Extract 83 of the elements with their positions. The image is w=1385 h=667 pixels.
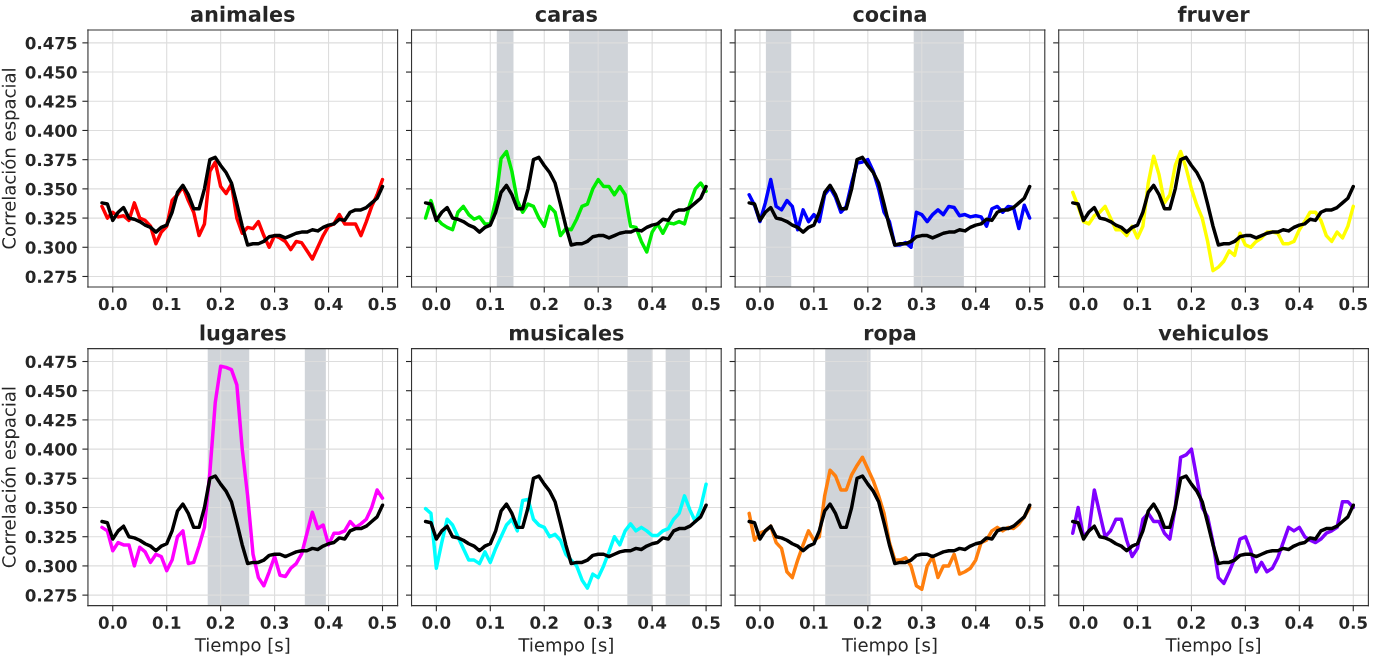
x-tick-label: 0.4 bbox=[961, 297, 990, 311]
x-tick-label: 0.4 bbox=[638, 297, 667, 311]
chart-title: fruver bbox=[1177, 5, 1250, 22]
y-tick-label: 0.425 bbox=[25, 95, 77, 108]
x-tick-label: 0.2 bbox=[530, 616, 558, 629]
x-tick-label: 0.5 bbox=[1015, 616, 1044, 629]
y-tick-label: 0.425 bbox=[25, 413, 77, 427]
x-tick-label: 0.1 bbox=[1123, 297, 1152, 311]
y-tick-label: 0.400 bbox=[25, 443, 77, 456]
x-axis-title: Tiempo [s] bbox=[841, 637, 937, 656]
x-tick-label: 0.5 bbox=[368, 297, 397, 311]
x-tick-label: 0.4 bbox=[314, 616, 343, 629]
y-tick-label: 0.450 bbox=[25, 66, 77, 79]
x-tick-label: 0.2 bbox=[1177, 616, 1205, 629]
x-axis-title: Tiempo [s] bbox=[194, 637, 290, 656]
x-tick-label: 0.4 bbox=[961, 616, 990, 629]
chart-title: ropa bbox=[864, 328, 916, 345]
x-tick-label: 0.1 bbox=[799, 616, 828, 629]
x-tick-label: 0.0 bbox=[98, 297, 127, 311]
x-tick-label: 0.0 bbox=[745, 616, 774, 629]
y-tick-label: 0.375 bbox=[25, 472, 77, 485]
y-tick-label: 0.300 bbox=[25, 559, 77, 573]
x-tick-label: 0.5 bbox=[1015, 297, 1044, 311]
x-tick-label: 0.5 bbox=[692, 297, 720, 311]
chart-title: animales bbox=[190, 5, 295, 22]
y-tick-label: 0.325 bbox=[25, 212, 77, 225]
y-tick-label: 0.350 bbox=[25, 501, 77, 515]
x-tick-label: 0.4 bbox=[638, 616, 667, 629]
x-tick-label: 0.5 bbox=[1339, 297, 1367, 311]
x-axis-title: Tiempo [s] bbox=[1165, 637, 1260, 656]
x-tick-label: 0.2 bbox=[1177, 297, 1205, 311]
y-tick-label: 0.475 bbox=[25, 355, 77, 369]
y-tick-label: 0.475 bbox=[25, 36, 77, 50]
x-tick-label: 0.3 bbox=[260, 297, 289, 311]
x-tick-label: 0.3 bbox=[260, 616, 289, 629]
x-tick-label: 0.2 bbox=[530, 297, 558, 311]
x-tick-label: 0.3 bbox=[584, 297, 612, 311]
x-tick-label: 0.5 bbox=[368, 616, 397, 629]
y-tick-label: 0.375 bbox=[25, 153, 77, 167]
y-tick-label: 0.275 bbox=[25, 589, 77, 602]
x-tick-label: 0.0 bbox=[745, 297, 774, 311]
x-tick-label: 0.2 bbox=[853, 616, 882, 629]
chart-title: vehiculos bbox=[1158, 324, 1268, 341]
y-tick-label: 0.275 bbox=[25, 270, 77, 284]
x-tick-label: 0.0 bbox=[422, 297, 451, 311]
x-tick-label: 0.1 bbox=[152, 616, 181, 629]
y-axis-title: Correlación espacial bbox=[1, 387, 20, 568]
chart-title: musicales bbox=[510, 324, 624, 341]
x-tick-label: 0.0 bbox=[422, 616, 451, 629]
x-tick-label: 0.1 bbox=[476, 616, 504, 629]
x-tick-label: 0.1 bbox=[476, 297, 504, 311]
x-tick-label: 0.1 bbox=[1123, 616, 1152, 629]
x-axis-title: Tiempo [s] bbox=[518, 637, 613, 656]
y-tick-label: 0.450 bbox=[25, 384, 77, 398]
line-series bbox=[100, 474, 385, 566]
chart-title: caras bbox=[535, 10, 597, 22]
x-tick-label: 0.3 bbox=[907, 616, 936, 629]
x-tick-label: 0.5 bbox=[1339, 616, 1367, 629]
x-tick-label: 0.3 bbox=[584, 616, 612, 629]
x-tick-label: 0.4 bbox=[1285, 616, 1314, 629]
chart-title: lugares bbox=[200, 324, 286, 345]
y-axis-title: Correlación espacial bbox=[1, 69, 20, 249]
x-tick-label: 0.2 bbox=[853, 297, 882, 311]
x-tick-label: 0.0 bbox=[98, 616, 127, 629]
x-tick-label: 0.0 bbox=[1069, 297, 1098, 311]
x-tick-label: 0.3 bbox=[1231, 297, 1259, 311]
x-tick-label: 0.3 bbox=[1231, 616, 1259, 629]
y-tick-label: 0.300 bbox=[25, 241, 77, 254]
y-tick-label: 0.350 bbox=[25, 182, 77, 196]
x-tick-label: 0.2 bbox=[206, 616, 234, 629]
x-tick-label: 0.4 bbox=[314, 297, 343, 311]
x-tick-label: 0.1 bbox=[152, 297, 181, 311]
x-tick-label: 0.1 bbox=[799, 297, 828, 311]
x-tick-label: 0.3 bbox=[907, 297, 936, 311]
x-tick-label: 0.2 bbox=[206, 297, 234, 311]
y-tick-label: 0.400 bbox=[25, 124, 77, 138]
x-tick-label: 0.0 bbox=[1069, 616, 1098, 629]
x-tick-label: 0.4 bbox=[1285, 297, 1314, 311]
line-series bbox=[100, 364, 385, 588]
y-tick-label: 0.325 bbox=[25, 530, 77, 544]
x-tick-label: 0.5 bbox=[692, 616, 720, 629]
chart-title: cocina bbox=[853, 5, 926, 22]
line-series bbox=[100, 155, 385, 247]
